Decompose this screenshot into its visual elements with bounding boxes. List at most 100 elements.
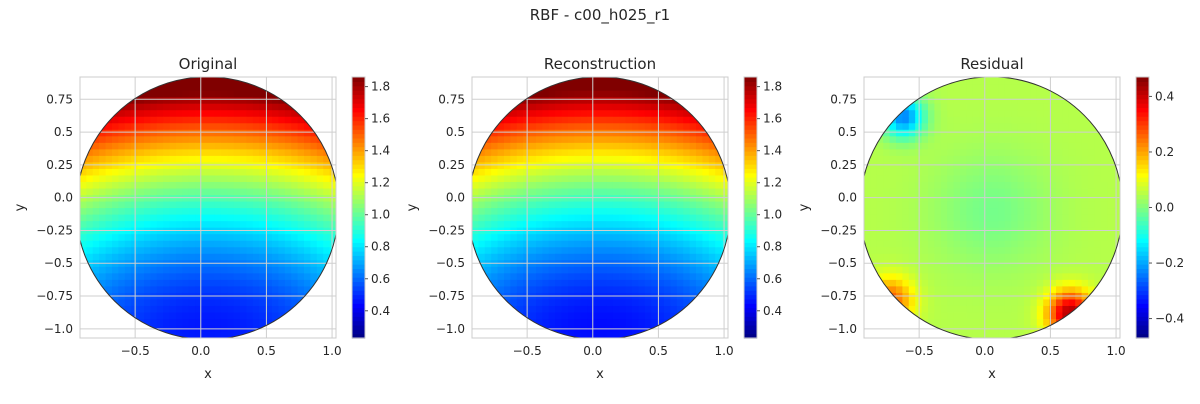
heatmap-cell [189, 84, 196, 91]
heatmap-cell [1062, 175, 1069, 182]
heatmap-cell [973, 312, 980, 319]
heatmap-cell [1075, 299, 1082, 306]
heatmap-cell [530, 77, 537, 84]
heatmap-cell [1062, 299, 1069, 306]
heatmap-cell [112, 181, 119, 188]
heatmap-cell [227, 155, 234, 162]
heatmap-cell [934, 110, 941, 117]
heatmap-cell [118, 279, 125, 286]
heatmap-cell [883, 240, 890, 247]
heatmap-cell [80, 123, 87, 130]
heatmap-cell [664, 116, 671, 123]
heatmap-cell [715, 312, 722, 319]
heatmap-cell [928, 168, 935, 175]
heatmap-cell [1101, 247, 1108, 254]
heatmap-cell [1037, 142, 1044, 149]
colorbar-tick-label: 1.0 [371, 208, 390, 222]
heatmap-cell [613, 318, 620, 325]
heatmap-cell [80, 90, 87, 97]
heatmap-cell [651, 305, 658, 312]
heatmap-cell [690, 305, 697, 312]
heatmap-cell [581, 116, 588, 123]
heatmap-cell [202, 299, 209, 306]
heatmap-cell [986, 155, 993, 162]
heatmap-cell [960, 175, 967, 182]
heatmap-cell [112, 142, 119, 149]
heatmap-cell [285, 175, 292, 182]
heatmap-cell [966, 201, 973, 208]
heatmap-cell [517, 129, 524, 136]
colorbar-segment [744, 160, 757, 165]
heatmap-cell [973, 97, 980, 104]
heatmap-cell [227, 221, 234, 228]
heatmap-cell [696, 84, 703, 91]
heatmap-cell [954, 90, 961, 97]
heatmap-cell [562, 123, 569, 130]
heatmap-cell [118, 214, 125, 221]
heatmap-cell [304, 312, 311, 319]
heatmap-cell [86, 312, 93, 319]
heatmap-cell [890, 110, 897, 117]
heatmap-cell [240, 201, 247, 208]
heatmap-cell [1018, 318, 1025, 325]
heatmap-cell [998, 181, 1005, 188]
heatmap-cell [568, 305, 575, 312]
heatmap-cell [485, 188, 492, 195]
heatmap-cell [1011, 103, 1018, 110]
heatmap-cell [1069, 149, 1076, 156]
heatmap-cell [317, 110, 324, 117]
heatmap-cell [574, 286, 581, 293]
heatmap-cell [80, 149, 87, 156]
heatmap-cell [902, 123, 909, 130]
heatmap-cell [870, 103, 877, 110]
heatmap-cell [645, 77, 652, 84]
heatmap-cell [278, 266, 285, 273]
heatmap-cell [323, 221, 330, 228]
heatmap-cell [677, 142, 684, 149]
heatmap-cell [998, 299, 1005, 306]
heatmap-cell [626, 305, 633, 312]
heatmap-cell [555, 286, 562, 293]
heatmap-cell [504, 77, 511, 84]
heatmap-cell [973, 208, 980, 215]
heatmap-cell [928, 155, 935, 162]
heatmap-cell [941, 175, 948, 182]
heatmap-cell [896, 162, 903, 169]
heatmap-cell [568, 240, 575, 247]
heatmap-cell [227, 299, 234, 306]
heatmap-cell [176, 97, 183, 104]
heatmap-cell [1005, 181, 1012, 188]
heatmap-cell [702, 234, 709, 241]
heatmap-cell [478, 286, 485, 293]
heatmap-cell [715, 116, 722, 123]
heatmap-cell [510, 234, 517, 241]
heatmap-cell [715, 273, 722, 280]
heatmap-cell [992, 305, 999, 312]
heatmap-cell [93, 247, 100, 254]
heatmap-cell [1024, 162, 1031, 169]
heatmap-cell [1037, 318, 1044, 325]
heatmap-cell [1062, 149, 1069, 156]
heatmap-cell [317, 175, 324, 182]
heatmap-cell [208, 266, 215, 273]
heatmap-cell [902, 312, 909, 319]
heatmap-cell [157, 123, 164, 130]
heatmap-cell [619, 162, 626, 169]
heatmap-cell [709, 318, 716, 325]
heatmap-cell [702, 273, 709, 280]
heatmap-cell [163, 129, 170, 136]
heatmap-cell [234, 253, 241, 260]
heatmap-cell [998, 188, 1005, 195]
heatmap-cell [864, 201, 871, 208]
heatmap-cell [896, 312, 903, 319]
heatmap-cell [998, 129, 1005, 136]
heatmap-cell [966, 162, 973, 169]
heatmap-cell [922, 110, 929, 117]
heatmap-cell [542, 142, 549, 149]
heatmap-cell [954, 253, 961, 260]
heatmap-cell [93, 266, 100, 273]
heatmap-cell [144, 136, 151, 143]
heatmap-cell [542, 221, 549, 228]
heatmap-cell [504, 155, 511, 162]
heatmap-cell [1030, 279, 1037, 286]
